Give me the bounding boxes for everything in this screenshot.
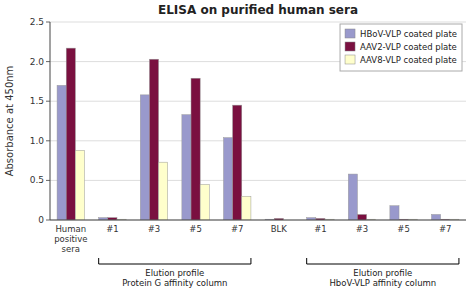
y-tick (46, 220, 50, 221)
grid-line (50, 140, 466, 141)
bar (348, 174, 357, 220)
y-tick-label: 0.5 (30, 175, 44, 185)
y-axis (50, 22, 51, 220)
legend-swatch (345, 29, 355, 38)
bars (57, 48, 459, 220)
bar (200, 184, 209, 220)
x-tick-label: #3 (356, 224, 369, 234)
x-tick-label: Humanpositivesera (54, 224, 87, 254)
text-line: #1 (106, 224, 119, 234)
bar (66, 48, 75, 220)
y-tick (46, 101, 50, 102)
text-line: BLK (271, 224, 288, 234)
bar (57, 85, 66, 220)
text-line: Elution profile (145, 268, 204, 278)
legend-box (340, 24, 462, 71)
legend-label: AAV8-VLP coated plate (360, 55, 457, 65)
text-line: Elution profile (353, 268, 412, 278)
text-line: HboV-VLP affinity column (329, 278, 436, 288)
y-tick (46, 22, 50, 23)
grid-line (50, 180, 466, 181)
bar (223, 138, 232, 220)
x-tick-label: #1 (314, 224, 327, 234)
text-line: #5 (189, 224, 202, 234)
chart: ELISA on purified human sera Absorbance a… (0, 0, 474, 304)
legend: HBoV-VLP coated plate AAV2-VLP coated pla… (340, 24, 462, 71)
legend-swatch (345, 42, 355, 51)
text-line: #7 (439, 224, 452, 234)
grid-line (50, 101, 466, 102)
y-tick-label: 0 (38, 215, 44, 225)
bar (159, 162, 168, 220)
legend-label: HBoV-VLP coated plate (360, 29, 457, 39)
annotation: Elution profileHboV-VLP affinity column (329, 268, 436, 288)
text-line: positive (54, 234, 87, 244)
y-tick (46, 140, 50, 141)
text-line: #3 (148, 224, 161, 234)
text-line: sera (62, 244, 80, 254)
bar (431, 214, 440, 220)
x-axis (50, 220, 466, 221)
y-tick (46, 180, 50, 181)
annotation: Elution profileProtein G affinity column (122, 268, 227, 288)
bar (182, 115, 191, 220)
grid-line (50, 22, 466, 23)
x-tick-label: #7 (231, 224, 244, 234)
bar (191, 78, 200, 220)
y-axis-label: Absorbance at 450nm (4, 66, 15, 177)
brace (307, 258, 459, 264)
text-line: Protein G affinity column (122, 278, 227, 288)
x-tick-label: #7 (439, 224, 452, 234)
title: ELISA on purified human sera (158, 3, 358, 17)
text-line: #1 (314, 224, 327, 234)
bar (75, 150, 84, 220)
legend-swatch (345, 55, 355, 64)
x-tick-label: #5 (397, 224, 410, 234)
legend-label: AAV2-VLP coated plate (360, 42, 457, 52)
x-tick-label: #1 (106, 224, 119, 234)
x-tick-label: #3 (148, 224, 161, 234)
x-tick-label: #5 (189, 224, 202, 234)
brace (99, 258, 251, 264)
grid-line (50, 220, 466, 221)
bar (149, 59, 158, 220)
bar (357, 214, 366, 220)
y-tick-label: 2.0 (30, 57, 45, 67)
bar (390, 206, 399, 220)
y-tick-label: 1.5 (30, 96, 44, 106)
bar (242, 196, 251, 220)
bar (140, 95, 149, 220)
text-line: #5 (397, 224, 410, 234)
text-line: #3 (356, 224, 369, 234)
text-line: Human (55, 224, 86, 234)
y-tick-label: 1.0 (30, 136, 45, 146)
bar (233, 105, 242, 220)
text-line: #7 (231, 224, 244, 234)
y-tick-label: 2.5 (30, 17, 44, 27)
x-tick-label: BLK (271, 224, 288, 234)
y-tick (46, 61, 50, 62)
